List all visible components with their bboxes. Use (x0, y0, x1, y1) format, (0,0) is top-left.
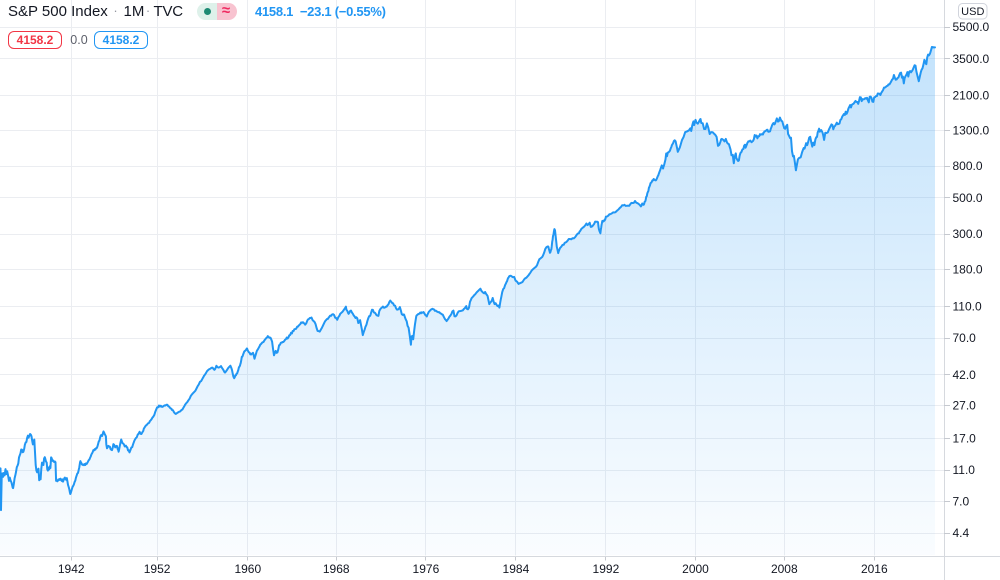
svg-text:27.0: 27.0 (953, 399, 977, 413)
svg-text:3500.0: 3500.0 (953, 52, 990, 66)
svg-text:180.0: 180.0 (953, 263, 983, 277)
svg-text:300.0: 300.0 (953, 227, 983, 241)
svg-text:USD: USD (961, 6, 984, 18)
svg-text:500.0: 500.0 (953, 191, 983, 205)
svg-text:1984: 1984 (503, 562, 530, 576)
svg-text:4.4: 4.4 (953, 526, 970, 540)
svg-text:5500.0: 5500.0 (953, 20, 990, 34)
svg-text:1960: 1960 (234, 562, 261, 576)
svg-text:1992: 1992 (593, 562, 620, 576)
svg-text:70.0: 70.0 (953, 331, 977, 345)
svg-text:110.0: 110.0 (953, 300, 982, 314)
svg-text:1976: 1976 (413, 562, 440, 576)
svg-text:1942: 1942 (58, 562, 85, 576)
svg-text:11.0: 11.0 (953, 463, 976, 477)
svg-text:1968: 1968 (323, 562, 350, 576)
svg-text:2000: 2000 (682, 562, 709, 576)
svg-text:7.0: 7.0 (953, 494, 970, 508)
svg-text:2016: 2016 (861, 562, 888, 576)
svg-text:2100.0: 2100.0 (953, 89, 990, 103)
svg-text:2008: 2008 (771, 562, 798, 576)
svg-text:1300.0: 1300.0 (953, 124, 990, 138)
svg-text:1952: 1952 (144, 562, 171, 576)
svg-text:800.0: 800.0 (953, 159, 983, 173)
svg-text:17.0: 17.0 (953, 432, 977, 446)
svg-text:42.0: 42.0 (953, 368, 977, 382)
